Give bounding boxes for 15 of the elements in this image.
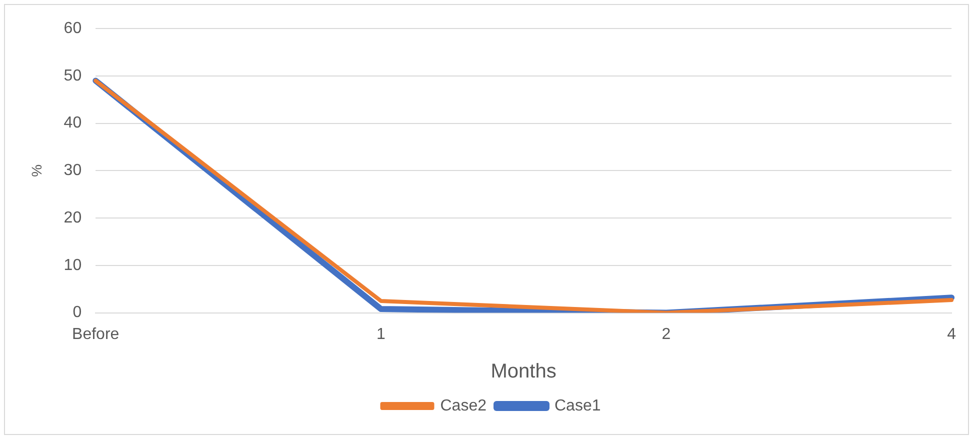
y-tick-label: 40 bbox=[64, 114, 82, 132]
y-tick-label: 50 bbox=[64, 67, 82, 84]
x-axis-title: Months bbox=[490, 360, 556, 383]
y-tick-label: 10 bbox=[64, 256, 82, 274]
legend-label: Case2 bbox=[440, 397, 487, 414]
y-tick-label: 0 bbox=[72, 304, 82, 322]
x-tick-label: 2 bbox=[662, 326, 671, 343]
y-tick-label: 60 bbox=[64, 20, 82, 38]
x-tick-label: 4 bbox=[947, 326, 956, 343]
x-tick-label: 1 bbox=[376, 326, 386, 343]
legend-label: Case1 bbox=[554, 397, 601, 414]
y-tick-label: 30 bbox=[64, 162, 82, 180]
y-axis-title: % bbox=[28, 164, 44, 177]
y-tick-label: 20 bbox=[64, 209, 82, 226]
x-tick-label: Before bbox=[72, 326, 120, 343]
